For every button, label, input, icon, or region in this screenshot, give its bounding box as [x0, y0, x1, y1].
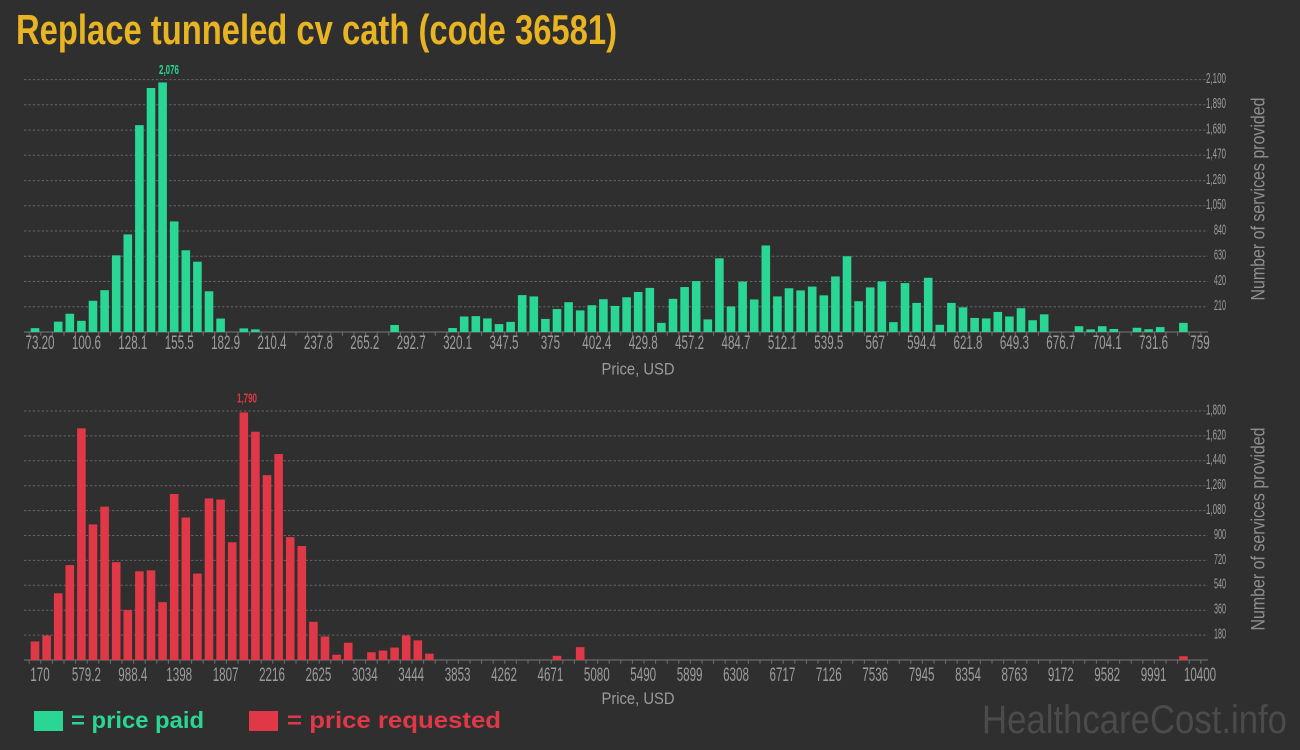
svg-text:1,620: 1,620 [1206, 426, 1226, 443]
svg-text:1,260: 1,260 [1206, 171, 1226, 188]
svg-text:Number of services provided: Number of services provided [1249, 98, 1270, 301]
svg-text:4671: 4671 [538, 665, 564, 686]
svg-text:1398: 1398 [166, 665, 192, 686]
svg-text:704.1: 704.1 [1093, 333, 1122, 354]
svg-text:402.4: 402.4 [582, 333, 611, 354]
svg-text:= price requested: = price requested [287, 707, 501, 733]
svg-text:73.20: 73.20 [26, 333, 55, 354]
svg-text:484.7: 484.7 [722, 333, 751, 354]
svg-text:676.7: 676.7 [1046, 333, 1075, 354]
svg-text:7536: 7536 [862, 665, 888, 686]
svg-text:5899: 5899 [677, 665, 703, 686]
svg-text:360: 360 [1214, 601, 1226, 618]
svg-text:3034: 3034 [352, 665, 378, 686]
svg-text:182.9: 182.9 [211, 333, 240, 354]
svg-text:1,260: 1,260 [1206, 476, 1226, 493]
svg-text:594.4: 594.4 [907, 333, 936, 354]
svg-text:Number of services provided: Number of services provided [1249, 428, 1270, 631]
svg-text:375: 375 [541, 333, 560, 354]
svg-text:1,440: 1,440 [1206, 451, 1226, 468]
svg-text:8354: 8354 [955, 665, 981, 686]
svg-text:457.2: 457.2 [675, 333, 704, 354]
svg-text:579.2: 579.2 [72, 665, 101, 686]
svg-text:6717: 6717 [770, 665, 796, 686]
svg-text:9991: 9991 [1141, 665, 1167, 686]
svg-text:1,800: 1,800 [1206, 401, 1226, 418]
svg-text:5490: 5490 [630, 665, 656, 686]
svg-text:621.8: 621.8 [954, 333, 983, 354]
svg-text:292.7: 292.7 [397, 333, 426, 354]
svg-text:100.6: 100.6 [72, 333, 101, 354]
svg-text:1,680: 1,680 [1206, 121, 1226, 138]
svg-text:630: 630 [1214, 247, 1226, 264]
svg-text:900: 900 [1214, 526, 1226, 543]
svg-text:1,080: 1,080 [1206, 501, 1226, 518]
svg-text:429.8: 429.8 [629, 333, 658, 354]
svg-text:237.8: 237.8 [304, 333, 333, 354]
svg-text:1,890: 1,890 [1206, 95, 1226, 112]
svg-text:Price, USD: Price, USD [602, 689, 675, 708]
svg-text:170: 170 [30, 665, 49, 686]
svg-text:2216: 2216 [259, 665, 285, 686]
svg-text:210.4: 210.4 [258, 333, 287, 354]
svg-text:7945: 7945 [909, 665, 935, 686]
svg-text:1,050: 1,050 [1206, 196, 1226, 213]
svg-text:4262: 4262 [491, 665, 517, 686]
svg-text:7126: 7126 [816, 665, 842, 686]
svg-text:2,100: 2,100 [1206, 70, 1226, 87]
svg-text:320.1: 320.1 [443, 333, 472, 354]
svg-text:731.6: 731.6 [1139, 333, 1168, 354]
svg-text:2,076: 2,076 [159, 62, 179, 77]
svg-text:512.1: 512.1 [768, 333, 797, 354]
svg-text:3444: 3444 [398, 665, 424, 686]
svg-text:HealthcareCost.info: HealthcareCost.info [982, 698, 1287, 742]
svg-text:6308: 6308 [723, 665, 749, 686]
svg-text:2625: 2625 [306, 665, 332, 686]
svg-text:8763: 8763 [1002, 665, 1028, 686]
svg-text:1,470: 1,470 [1206, 146, 1226, 163]
svg-text:539.5: 539.5 [814, 333, 843, 354]
svg-text:5080: 5080 [584, 665, 610, 686]
svg-text:1,790: 1,790 [237, 391, 257, 406]
svg-text:540: 540 [1214, 576, 1226, 593]
svg-text:567: 567 [866, 333, 885, 354]
svg-text:649.3: 649.3 [1000, 333, 1029, 354]
svg-text:128.1: 128.1 [118, 333, 147, 354]
svg-text:347.5: 347.5 [490, 333, 519, 354]
svg-text:155.5: 155.5 [165, 333, 194, 354]
svg-text:210: 210 [1214, 297, 1226, 314]
svg-text:10400: 10400 [1184, 665, 1216, 686]
svg-text:= price paid: = price paid [71, 707, 204, 733]
svg-text:1807: 1807 [213, 665, 239, 686]
svg-text:3853: 3853 [445, 665, 471, 686]
svg-text:420: 420 [1214, 272, 1226, 289]
svg-text:9582: 9582 [1094, 665, 1120, 686]
svg-text:988.4: 988.4 [118, 665, 147, 686]
svg-text:265.2: 265.2 [350, 333, 379, 354]
svg-text:759: 759 [1190, 333, 1209, 354]
svg-text:180: 180 [1214, 626, 1226, 643]
svg-text:840: 840 [1214, 221, 1226, 238]
svg-text:Price, USD: Price, USD [602, 360, 675, 379]
svg-text:720: 720 [1214, 551, 1226, 568]
svg-text:9172: 9172 [1048, 665, 1074, 686]
svg-text:Replace tunneled cv cath (code: Replace tunneled cv cath (code 36581) [16, 6, 617, 53]
